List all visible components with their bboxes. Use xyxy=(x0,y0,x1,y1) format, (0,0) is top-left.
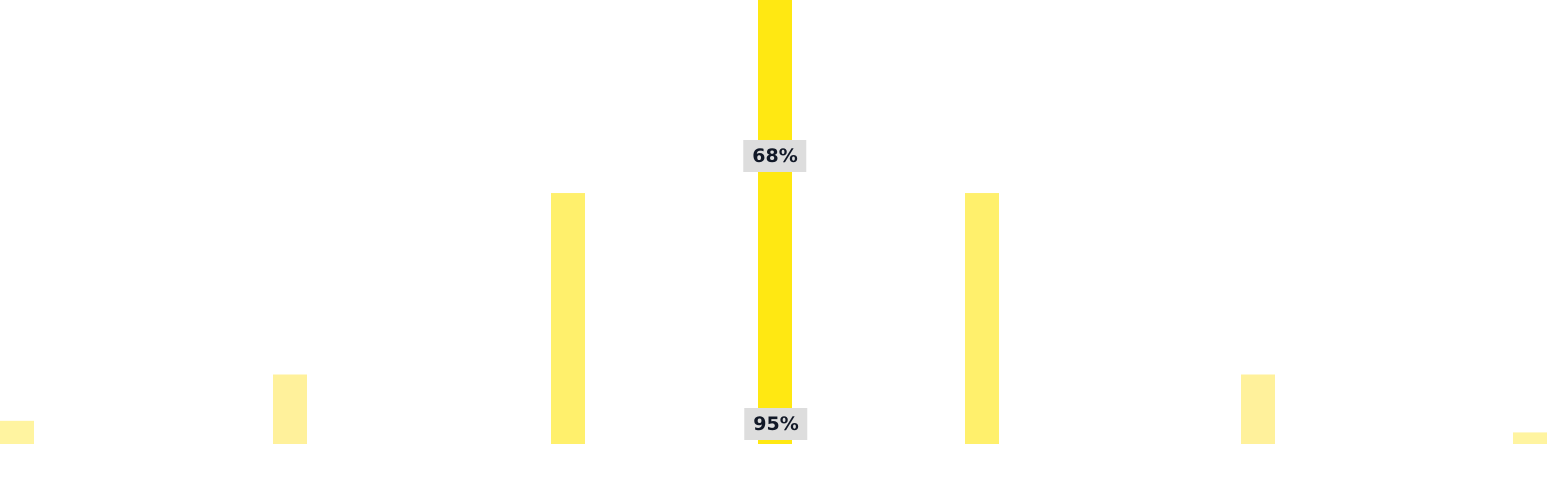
annotation-label-68-percent: 68% xyxy=(743,140,807,172)
bar-1 xyxy=(273,374,307,444)
bar-6 xyxy=(1513,432,1547,444)
bar-3 xyxy=(758,0,792,444)
bar-2 xyxy=(551,193,585,444)
bar-5 xyxy=(1241,374,1275,444)
annotation-label-95-percent: 95% xyxy=(744,408,808,440)
bar-0 xyxy=(0,420,34,444)
bar-4 xyxy=(965,193,999,444)
